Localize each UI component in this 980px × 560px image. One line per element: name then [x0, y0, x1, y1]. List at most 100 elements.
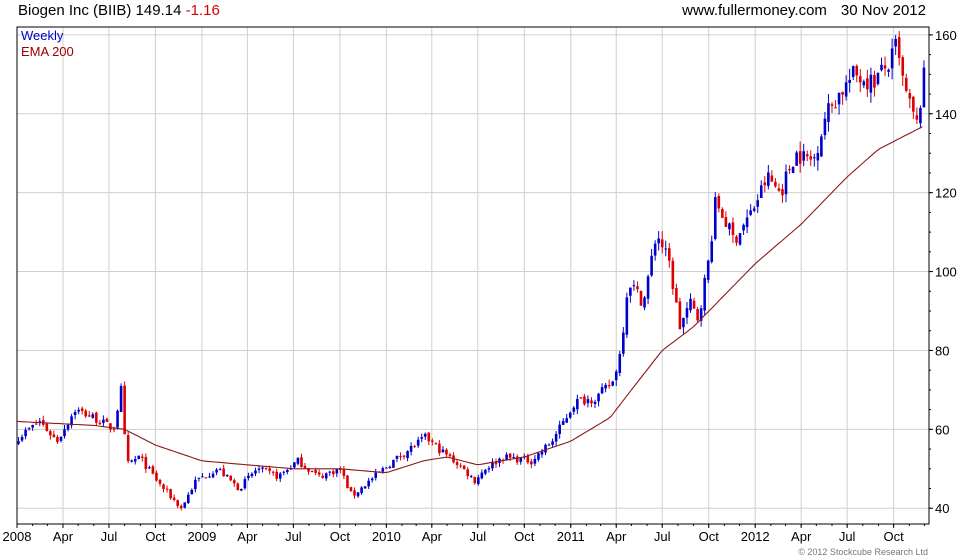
- candle-body: [759, 185, 763, 198]
- candle-body: [583, 396, 586, 405]
- x-tick-label: Apr: [422, 529, 443, 544]
- candle-body: [45, 423, 49, 431]
- chart-date: 30 Nov 2012: [840, 2, 926, 19]
- candle-body: [80, 408, 84, 411]
- x-tick-label: Jul: [285, 529, 302, 544]
- candle-body: [250, 473, 254, 477]
- candle-body: [883, 65, 887, 69]
- x-tick-label: Apr: [53, 529, 74, 544]
- candle-body: [215, 469, 218, 473]
- candle-body: [597, 393, 600, 402]
- candle-body: [692, 300, 696, 309]
- candle-body: [261, 467, 264, 469]
- site-link[interactable]: www.fullermoney.com: [682, 2, 827, 19]
- candle-body: [713, 197, 717, 239]
- legend-frequency: Weekly: [21, 28, 64, 43]
- grid-lines: [16, 27, 929, 524]
- candle-body: [169, 489, 172, 499]
- x-tick-label: 2012: [741, 529, 770, 544]
- candle-body: [229, 475, 233, 481]
- x-axis: 2008 Apr Jul Oct 2009 Apr Jul Oct 2010 Apr Jul Oct 2…: [3, 524, 925, 544]
- candle-body: [247, 475, 250, 479]
- candle-body: [565, 418, 569, 423]
- candle-body: [314, 469, 317, 473]
- candle-body: [441, 449, 445, 453]
- candle-body: [275, 471, 279, 479]
- candle-body: [798, 151, 802, 164]
- candle-body: [512, 457, 515, 459]
- candle-body: [438, 443, 441, 454]
- candle-body: [703, 277, 706, 311]
- ticker-title: Biogen Inc (BIIB) 149.14 -1.16: [18, 2, 220, 19]
- candle-body: [526, 456, 530, 463]
- candle-body: [211, 473, 215, 478]
- candle-body: [346, 475, 349, 488]
- candle-body: [774, 181, 777, 187]
- candle-body: [190, 489, 194, 495]
- candle-body: [413, 446, 416, 448]
- candle-body: [837, 92, 841, 105]
- candle-body: [508, 453, 512, 458]
- candle-body: [887, 69, 890, 72]
- x-tick-label: Oct: [330, 529, 351, 544]
- candle-body: [31, 424, 34, 428]
- candle-body: [402, 455, 406, 457]
- candle-body: [813, 157, 816, 159]
- candle-body: [445, 449, 448, 455]
- candle-body: [56, 437, 59, 443]
- candle-body: [353, 490, 356, 496]
- candle-body: [307, 467, 310, 472]
- candle-body: [586, 399, 590, 404]
- candle-body: [922, 67, 926, 108]
- candle-body: [515, 456, 519, 463]
- chart-header: Biogen Inc (BIIB) 149.14 -1.16 www.fulle…: [0, 0, 980, 24]
- candle-body: [650, 255, 653, 276]
- ticker-label: Biogen Inc (BIIB) 149.14: [18, 2, 182, 19]
- candle-body: [183, 502, 187, 508]
- candle-body: [820, 136, 823, 157]
- candle-body: [912, 96, 915, 112]
- candle-body: [179, 505, 183, 509]
- candle-body: [91, 414, 95, 418]
- candle-body: [24, 429, 27, 437]
- candle-body: [802, 151, 805, 161]
- candle-body: [491, 461, 494, 469]
- candle-body: [919, 107, 922, 124]
- candle-body: [724, 217, 728, 227]
- candle-body: [855, 65, 859, 76]
- candle-body: [240, 488, 243, 491]
- x-tick-label: 2010: [372, 529, 401, 544]
- candle-body: [682, 317, 685, 328]
- candle-body: [186, 494, 190, 504]
- candle-body: [59, 436, 63, 441]
- candle-body: [530, 461, 533, 465]
- candle-body: [816, 152, 820, 161]
- x-tick-label: Jul: [654, 529, 671, 544]
- candle-body: [572, 407, 576, 412]
- candle-body: [27, 428, 31, 430]
- candle-body: [830, 104, 834, 106]
- candle-body: [232, 480, 236, 484]
- candle-body: [151, 466, 155, 474]
- candle-body: [416, 439, 420, 446]
- candle-body: [243, 479, 247, 489]
- candle-body: [133, 459, 137, 462]
- plot-frame: [16, 26, 930, 525]
- candle-body: [66, 424, 70, 430]
- x-tick-label: Apr: [237, 529, 258, 544]
- candle-body: [547, 444, 551, 446]
- candle-body: [431, 440, 434, 442]
- x-tick-label: Jul: [101, 529, 118, 544]
- candle-body: [172, 497, 176, 500]
- candle-body: [667, 248, 671, 261]
- candle-body: [901, 57, 905, 76]
- candle-body: [696, 309, 699, 321]
- candle-body: [356, 492, 360, 497]
- candle-body: [558, 424, 561, 435]
- candle-body: [858, 76, 862, 83]
- candle-body: [388, 466, 392, 468]
- candle-body: [728, 223, 731, 230]
- candle-body: [409, 445, 413, 452]
- candle-body: [321, 475, 324, 478]
